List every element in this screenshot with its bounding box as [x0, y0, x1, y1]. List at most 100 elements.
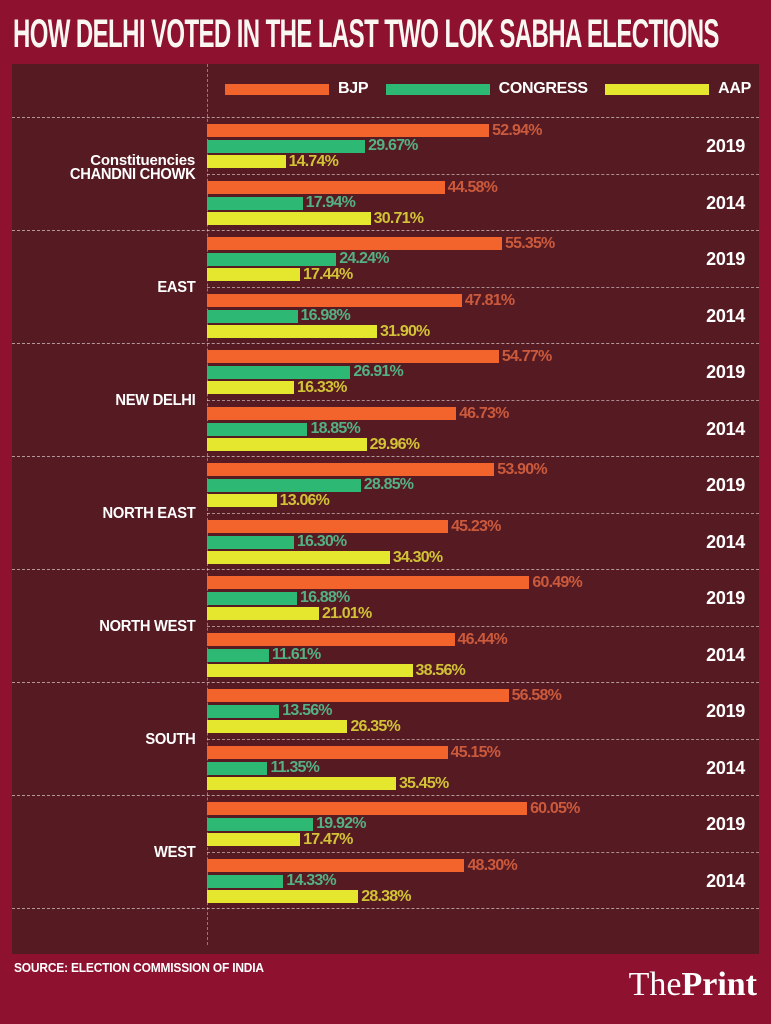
aap-value-label: 28.38% — [361, 887, 411, 905]
bars-2014: 46.44% 11.61% 38.56% — [207, 631, 508, 680]
bar-line-congress: 16.98% — [207, 307, 514, 324]
aap-value-label: 31.90% — [380, 322, 430, 340]
legend-swatch-aap — [605, 83, 710, 95]
legend-label-aap: AAP — [718, 80, 751, 97]
bars-2019: 53.90% 28.85% 13.06% — [207, 461, 548, 510]
chart-panel: BJP CONGRESS AAP Constituencies CHANDNI CH… — [12, 64, 759, 954]
bjp-value-label: 47.81% — [464, 291, 515, 309]
congress-bar — [207, 817, 314, 831]
bjp-bar — [207, 181, 445, 194]
bars-2019: 60.49% 16.88% 21.01% — [207, 573, 583, 623]
logo-print: Print — [681, 966, 757, 1003]
year-block-2019: 60.05% 19.92% 17.47% 2019 — [207, 796, 759, 852]
bars-2019: 55.35% 24.24% 17.44% — [207, 234, 555, 284]
bar-line-congress: 17.94% — [207, 194, 497, 211]
year-block-2019: 53.90% 28.85% 13.06% 2019 — [207, 457, 759, 513]
group-row-east: EAST 55.35% 24.24% 17.44% 2019 47.81% 16.98% 31… — [12, 230, 759, 343]
group-row-north-east: NORTH EAST 53.90% 28.85% 13.06% 2019 45.23% 16… — [12, 456, 759, 569]
bar-line-aap: 35.45% — [207, 774, 500, 792]
congress-bar — [207, 761, 268, 775]
year-label: 2014 — [706, 645, 745, 665]
congress-value-label: 24.24% — [339, 250, 389, 267]
bar-line-aap: 29.96% — [207, 436, 509, 453]
year-label: 2019 — [706, 587, 745, 608]
aap-value-label: 17.44% — [302, 265, 353, 283]
bjp-bar — [207, 407, 457, 420]
constituency-label: WEST — [154, 843, 196, 861]
bar-line-aap: 30.71% — [207, 209, 497, 227]
bar-line-bjp: 55.35% — [207, 234, 555, 252]
year-label: 2019 — [706, 813, 745, 834]
bjp-value-label: 56.58% — [511, 686, 562, 704]
congress-value-label: 16.30% — [296, 533, 347, 550]
bjp-bar — [207, 124, 490, 137]
aap-value-label: 16.33% — [297, 378, 347, 396]
congress-bar — [207, 422, 308, 436]
aap-value-label: 17.47% — [303, 830, 353, 848]
bars-2014: 45.23% 16.30% 34.30% — [207, 518, 501, 567]
group-row-west: WEST 60.05% 19.92% 17.47% 2019 48.30% 14.33% 28… — [12, 795, 759, 908]
bars-2014: 44.58% 17.94% 30.71% — [207, 179, 498, 228]
constituency-label: EAST — [157, 278, 196, 296]
year-label: 2014 — [706, 419, 745, 439]
year-label: 2019 — [706, 474, 745, 495]
bar-line-congress: 11.35% — [207, 759, 500, 776]
bar-line-bjp: 45.23% — [207, 518, 501, 535]
bar-line-aap: 34.30% — [207, 549, 501, 566]
year-label: 2014 — [706, 532, 745, 552]
bar-line-bjp: 60.05% — [207, 799, 580, 817]
year-label: 2014 — [706, 758, 745, 778]
congress-bar — [207, 535, 294, 549]
legend-item-congress: CONGRESS — [385, 80, 588, 98]
aap-bar — [207, 381, 295, 394]
bjp-value-label: 55.35% — [505, 234, 555, 252]
constituency-label: SOUTH — [145, 730, 196, 748]
year-block-2014: 48.30% 14.33% 28.38% 2014 — [207, 852, 759, 909]
bar-line-aap: 31.90% — [207, 322, 514, 340]
aap-bar — [207, 155, 286, 168]
year-block-2014: 46.73% 18.85% 29.96% 2014 — [207, 400, 759, 457]
legend-label-bjp: BJP — [338, 80, 369, 97]
congress-value-label: 11.35% — [270, 759, 320, 776]
legend-item-aap: AAP — [605, 80, 751, 98]
aap-value-label: 38.56% — [415, 661, 466, 679]
congress-value-label: 18.85% — [310, 420, 360, 437]
bar-line-congress: 24.24% — [207, 250, 554, 267]
congress-value-label: 29.67% — [368, 137, 418, 154]
bjp-bar — [207, 576, 530, 589]
year-label: 2014 — [706, 193, 745, 213]
aap-value-label: 30.71% — [373, 209, 424, 227]
group-row-north-west: NORTH WEST 60.49% 16.88% 21.01% 2019 46.44% 11… — [12, 569, 759, 682]
year-label: 2019 — [706, 700, 745, 721]
constituency-label: NORTH EAST — [102, 504, 196, 522]
bar-line-bjp: 48.30% — [207, 856, 518, 874]
bar-line-congress: 28.85% — [207, 476, 547, 493]
bjp-bar — [207, 520, 449, 533]
aap-value-label: 35.45% — [398, 774, 449, 792]
congress-value-label: 17.94% — [305, 194, 356, 211]
year-block-2014: 47.81% 16.98% 31.90% 2014 — [207, 287, 759, 344]
bar-line-congress: 13.56% — [207, 702, 561, 719]
bar-line-aap: 28.38% — [207, 887, 517, 905]
bjp-value-label: 48.30% — [467, 856, 517, 874]
bar-line-bjp: 52.94% — [207, 122, 542, 139]
bar-line-aap: 14.74% — [207, 153, 542, 170]
congress-bar — [207, 591, 297, 605]
legend-item-bjp: BJP — [225, 80, 369, 98]
congress-bar — [207, 309, 298, 323]
bjp-value-label: 60.49% — [532, 573, 582, 591]
bjp-bar — [207, 463, 495, 476]
bars-2014: 46.73% 18.85% 29.96% — [207, 405, 509, 454]
year-block-2014: 45.15% 11.35% 35.45% 2014 — [207, 739, 759, 796]
bjp-bar — [207, 859, 465, 872]
bar-line-bjp: 53.90% — [207, 461, 548, 478]
source-text: SOURCE: ELECTION COMMISSION OF INDIA — [14, 960, 264, 975]
congress-bar — [207, 196, 303, 210]
bar-line-aap: 13.06% — [207, 492, 547, 509]
theprint-logo: ThePrint — [629, 966, 757, 1004]
bjp-value-label: 60.05% — [530, 799, 580, 817]
congress-value-label: 13.56% — [282, 702, 332, 719]
bar-line-congress: 16.88% — [207, 589, 582, 606]
year-block-2019: 54.77% 26.91% 16.33% 2019 — [207, 344, 759, 400]
year-label: 2019 — [706, 248, 745, 269]
